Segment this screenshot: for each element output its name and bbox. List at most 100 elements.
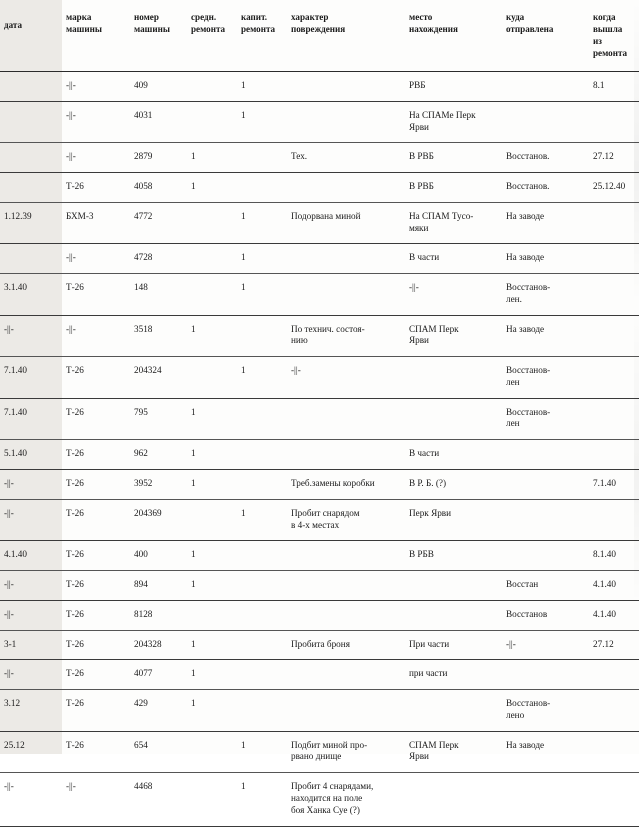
cell-sentto bbox=[502, 659, 589, 691]
cell-medium: 1 bbox=[187, 398, 237, 441]
cell-capital bbox=[237, 540, 287, 572]
cell-medium: 1 bbox=[187, 439, 237, 471]
cell-medium: 1 bbox=[187, 630, 237, 661]
cell-mark: Т-26 bbox=[62, 570, 130, 601]
cell-mark: Т-26 bbox=[62, 630, 130, 661]
cell-back bbox=[589, 659, 639, 691]
table-row: 1.12.39 БХМ-3 4772 1 Подорвана миной На СПАМ … bbox=[0, 202, 639, 245]
cell-damage: Пробита броня bbox=[287, 630, 405, 661]
cell-date: 7.1.40 bbox=[0, 398, 62, 441]
cell-mark: Т-26 bbox=[62, 172, 130, 203]
table-row: -||- -||- 3518 1 По технич. состоя- нию СПАМ … bbox=[0, 315, 639, 358]
cell-mark: Т-26 bbox=[62, 398, 130, 441]
column-header-medium-repair: средн. ремонта bbox=[187, 0, 237, 72]
cell-sentto bbox=[502, 71, 589, 102]
cell-sentto: Восстанов- лено bbox=[502, 689, 589, 732]
cell-capital: 1 bbox=[237, 772, 287, 827]
cell-sentto: На заводе bbox=[502, 315, 589, 358]
cell-medium bbox=[187, 499, 237, 542]
cell-sentto: Восстан bbox=[502, 570, 589, 601]
cell-damage bbox=[287, 659, 405, 691]
cell-date: 5.1.40 bbox=[0, 439, 62, 471]
cell-number: 894 bbox=[130, 570, 187, 601]
table-row: Т-26 4058 1 В РВБ Восстанов. 25.12.40 bbox=[0, 172, 639, 203]
cell-number: 4031 bbox=[130, 101, 187, 144]
cell-sentto: Восстанов. bbox=[502, 142, 589, 174]
cell-number: 204369 bbox=[130, 499, 187, 542]
cell-sentto: На заводе bbox=[502, 243, 589, 275]
cell-capital bbox=[237, 570, 287, 601]
cell-damage: Треб.замены коробки bbox=[287, 469, 405, 500]
cell-damage: Пробит 4 снарядами, находится на поле бо… bbox=[287, 772, 405, 827]
cell-back bbox=[589, 499, 639, 542]
cell-back bbox=[589, 356, 639, 399]
cell-damage bbox=[287, 689, 405, 732]
cell-date: -||- bbox=[0, 315, 62, 358]
cell-number: 654 bbox=[130, 731, 187, 774]
cell-number: 962 bbox=[130, 439, 187, 471]
cell-mark: Т-26 bbox=[62, 731, 130, 774]
cell-back bbox=[589, 315, 639, 358]
cell-date bbox=[0, 243, 62, 275]
cell-sentto bbox=[502, 101, 589, 144]
cell-damage: Пробит снарядом в 4-х местах bbox=[287, 499, 405, 542]
cell-damage bbox=[287, 398, 405, 441]
cell-number: 2879 bbox=[130, 142, 187, 174]
cell-place: -||- bbox=[405, 273, 502, 316]
cell-back bbox=[589, 439, 639, 471]
cell-sentto bbox=[502, 540, 589, 572]
column-header-sent-to: куда отправлена bbox=[502, 0, 589, 72]
cell-damage: Подбит миной про- рвано днище bbox=[287, 731, 405, 774]
cell-place bbox=[405, 398, 502, 441]
cell-mark: -||- bbox=[62, 772, 130, 827]
cell-number: 4077 bbox=[130, 659, 187, 691]
cell-place: при части bbox=[405, 659, 502, 691]
cell-damage: -||- bbox=[287, 356, 405, 399]
table-row: 25.12 Т-26 654 1 Подбит миной про- рвано дни… bbox=[0, 731, 639, 774]
column-header-date: дата bbox=[0, 0, 62, 72]
cell-number: 3518 bbox=[130, 315, 187, 358]
cell-medium: 1 bbox=[187, 570, 237, 601]
cell-mark: Т-26 bbox=[62, 273, 130, 316]
cell-capital: 1 bbox=[237, 499, 287, 542]
table-header: дата марка машины номер машины средн. ре… bbox=[0, 0, 639, 72]
cell-damage bbox=[287, 172, 405, 203]
cell-date bbox=[0, 172, 62, 203]
cell-back bbox=[589, 101, 639, 144]
cell-mark: Т-26 bbox=[62, 356, 130, 399]
cell-capital bbox=[237, 659, 287, 691]
cell-place: В Р. Б. (?) bbox=[405, 469, 502, 500]
cell-damage: Подорвана миной bbox=[287, 202, 405, 245]
cell-capital bbox=[237, 469, 287, 500]
cell-capital bbox=[237, 398, 287, 441]
cell-date: -||- bbox=[0, 570, 62, 601]
cell-date: 1.12.39 bbox=[0, 202, 62, 245]
cell-sentto: Восстанов- лен bbox=[502, 356, 589, 399]
table-row: -||- 409 1 РВБ 8.1 bbox=[0, 71, 639, 102]
cell-sentto: Восстанов. bbox=[502, 172, 589, 203]
cell-number: 4772 bbox=[130, 202, 187, 245]
cell-back: 25.12.40 bbox=[589, 172, 639, 203]
cell-date: 4.1.40 bbox=[0, 540, 62, 572]
cell-date bbox=[0, 101, 62, 144]
cell-medium: 1 bbox=[187, 315, 237, 358]
cell-date: -||- bbox=[0, 499, 62, 542]
cell-medium: 1 bbox=[187, 659, 237, 691]
cell-damage bbox=[287, 600, 405, 631]
table-row: -||- Т-26 204369 1 Пробит снарядом в 4-х мес… bbox=[0, 499, 639, 542]
cell-back bbox=[589, 731, 639, 774]
cell-back bbox=[589, 202, 639, 245]
cell-place: СПАМ Перк Ярви bbox=[405, 731, 502, 774]
cell-mark: Т-26 bbox=[62, 540, 130, 572]
cell-date bbox=[0, 71, 62, 102]
cell-number: 4728 bbox=[130, 243, 187, 275]
table-row: 3.12 Т-26 429 1 Восстанов- лено bbox=[0, 689, 639, 732]
cell-medium bbox=[187, 243, 237, 275]
table-row: 7.1.40 Т-26 204324 1 -||- Восстанов- лен bbox=[0, 356, 639, 399]
table-row: -||- 4728 1 В части На заводе bbox=[0, 243, 639, 275]
cell-back bbox=[589, 398, 639, 441]
cell-capital bbox=[237, 315, 287, 358]
cell-back: 27.12 bbox=[589, 142, 639, 174]
cell-capital: 1 bbox=[237, 731, 287, 774]
